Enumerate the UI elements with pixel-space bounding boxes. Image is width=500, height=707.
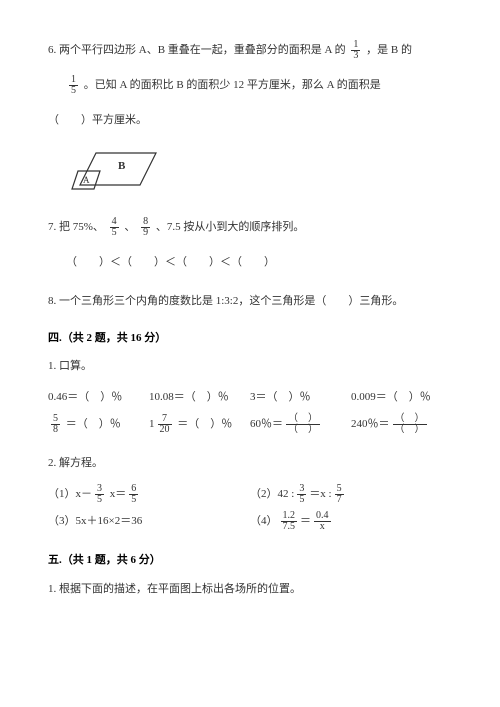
sec4-eqrow1: （1）x－35 x＝65 （2）42 :35＝x :57 bbox=[48, 484, 452, 505]
q7-text-a: 7. 把 75%、 bbox=[48, 221, 104, 233]
eq3: （3）5x＋16×2＝36 bbox=[48, 511, 250, 532]
sec4-p2: 2. 解方程。 bbox=[48, 453, 452, 474]
q6-line3: （ ）平方厘米。 bbox=[48, 110, 452, 131]
sec4-row1: 0.46＝（ ）％ 10.08＝（ ）％ 3＝（ ）％ 0.009＝（ ）％ bbox=[48, 387, 452, 408]
eq1: （1）x－35 x＝65 bbox=[48, 484, 250, 505]
q7-line1: 7. 把 75%、 45 、 89 、7.5 按从小到大的顺序排列。 bbox=[48, 217, 452, 238]
q7-sep1: 、 bbox=[124, 221, 135, 233]
r2c4: 240％＝（ ）（ ） bbox=[351, 414, 452, 435]
q6-figure: B A bbox=[68, 145, 452, 203]
r1c3: 3＝（ ）％ bbox=[250, 387, 351, 408]
eq4: （4）1.27.5＝0.4x bbox=[250, 511, 452, 532]
q7-frac1: 45 bbox=[110, 217, 119, 238]
r1c4: 0.009＝（ ）％ bbox=[351, 387, 452, 408]
q6-line2-wrap: 15 。已知 A 的面积比 B 的面积少 12 平方厘米，那么 A 的面积是 bbox=[48, 75, 452, 96]
q8-text: 8. 一个三角形三个内角的度数比是 1:3:2，这个三角形是（ ）三角形。 bbox=[48, 291, 452, 312]
sec5-title: 五.（共 1 题，共 6 分） bbox=[48, 550, 452, 571]
q6-text-c: 。已知 A 的面积比 B 的面积少 12 平方厘米，那么 A 的面积是 bbox=[84, 79, 381, 91]
q7-line2: （ ）＜（ ）＜（ ）＜（ ） bbox=[48, 252, 452, 273]
q6-line1: 6. 两个平行四边形 A、B 重叠在一起，重叠部分的面积是 A 的 13 ，是 … bbox=[48, 40, 452, 61]
r2c3: 60％＝（ ）（ ） bbox=[250, 414, 351, 435]
q6-text-a: 6. 两个平行四边形 A、B 重叠在一起，重叠部分的面积是 A 的 bbox=[48, 44, 346, 56]
q6-text-b: ，是 B 的 bbox=[366, 44, 412, 56]
r2c2: 1720 ＝（ ）％ bbox=[149, 414, 250, 435]
svg-text:A: A bbox=[83, 175, 90, 185]
r1c1: 0.46＝（ ）％ bbox=[48, 387, 149, 408]
q6-frac1: 13 bbox=[351, 40, 360, 61]
q6-frac2: 15 bbox=[69, 75, 78, 96]
sec4-title: 四.（共 2 题，共 16 分） bbox=[48, 328, 452, 349]
r1c2: 10.08＝（ ）％ bbox=[149, 387, 250, 408]
sec4-eqrow2: （3）5x＋16×2＝36 （4）1.27.5＝0.4x bbox=[48, 511, 452, 532]
sec5-p1: 1. 根据下面的描述，在平面图上标出各场所的位置。 bbox=[48, 579, 452, 600]
sec4-row2: 58 ＝（ ）％ 1720 ＝（ ）％ 60％＝（ ）（ ） 240％＝（ ）（… bbox=[48, 414, 452, 435]
r2c1: 58 ＝（ ）％ bbox=[48, 414, 149, 435]
sec4-p1: 1. 口算。 bbox=[48, 356, 452, 377]
q7-frac2: 89 bbox=[141, 217, 150, 238]
eq2: （2）42 :35＝x :57 bbox=[250, 484, 452, 505]
svg-text:B: B bbox=[118, 160, 126, 172]
q7-text-b: 、7.5 按从小到大的顺序排列。 bbox=[156, 221, 305, 233]
